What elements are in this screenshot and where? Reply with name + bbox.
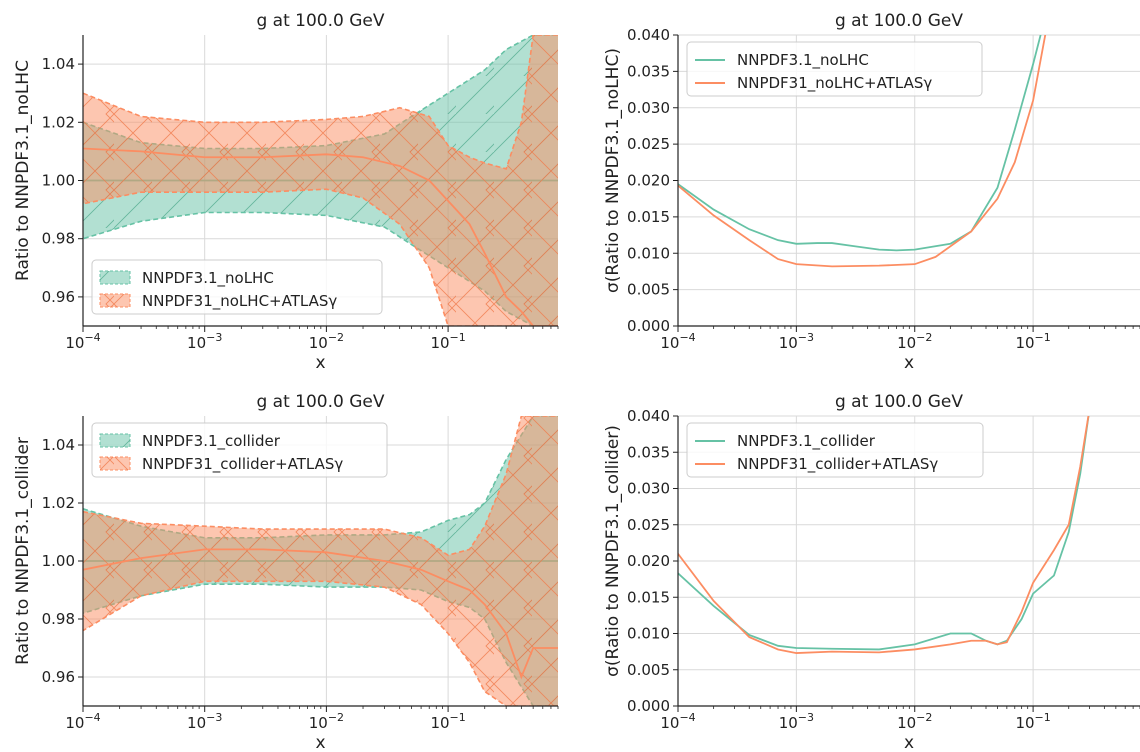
x-tick-label: 10−2: [897, 711, 932, 732]
y-axis-label: σ(Ratio to NNPDF3.1_collider): [603, 425, 623, 677]
series-line-orange: [678, 416, 1090, 654]
x-axis-label: x: [315, 353, 325, 373]
band-upper-orange: [83, 35, 558, 170]
panel-p1: 0.96 0.98 1.00 1.02 1.04 10−4 10−3 10−2 10−1 g at…: [13, 11, 559, 373]
x-tick-label: 10−1: [430, 711, 465, 732]
panel-p4: 0.000 0.005 0.010 0.015 0.020 0.025 0.030 0.035…: [603, 392, 1140, 752]
y-tick-label: 0.020: [627, 172, 670, 190]
chart-title: g at 100.0 GeV: [256, 392, 384, 412]
band-hatch-orange: [83, 416, 558, 706]
y-tick-label: 0.030: [627, 480, 670, 498]
y-tick-label: 1.04: [42, 55, 75, 73]
legend-label: NNPDF31_noLHC+ATLASγ: [142, 292, 337, 311]
series-line-green: [678, 416, 1090, 651]
x-tick-label: 10−4: [65, 711, 100, 732]
y-tick-label: 1.00: [42, 172, 75, 190]
chart-title: g at 100.0 GeV: [835, 11, 963, 31]
y-tick-label: 0.010: [627, 244, 670, 262]
y-tick-label: 0.035: [627, 443, 670, 461]
y-tick-label: 0.96: [42, 288, 75, 306]
y-tick-label: 0.98: [42, 230, 75, 248]
x-axis-label: x: [904, 353, 914, 373]
series-line-orange: [678, 35, 1047, 268]
x-tick-label: 10−1: [430, 331, 465, 352]
y-tick-label: 0.010: [627, 625, 670, 643]
y-tick-label: 0.040: [627, 26, 670, 44]
legend-frame: [91, 259, 383, 315]
y-tick-label: 0.035: [627, 62, 670, 80]
y-tick-label: 0.96: [42, 668, 75, 686]
legend-label: NNPDF31_noLHC+ATLASγ: [737, 74, 932, 93]
x-axis-label: x: [904, 733, 914, 752]
legend-swatch-hatch: [100, 294, 130, 307]
y-tick-label: 1.02: [42, 494, 75, 512]
y-tick-label: 0.005: [627, 661, 670, 679]
legend-label: NNPDF3.1_collider: [737, 432, 876, 451]
x-tick-label: 10−3: [187, 711, 222, 732]
y-tick-label: 0.000: [627, 697, 670, 715]
x-axis-label: x: [315, 733, 325, 752]
y-tick-label: 1.02: [42, 113, 75, 131]
plot-area: [678, 416, 1090, 654]
x-tick-label: 10−4: [660, 711, 695, 732]
plot-area: [83, 35, 558, 326]
x-tick-label: 10−4: [65, 331, 100, 352]
y-tick-label: 1.04: [42, 436, 75, 454]
x-tick-label: 10−2: [309, 331, 344, 352]
y-tick-label: 0.005: [627, 281, 670, 299]
band-lower-orange: [83, 188, 558, 326]
legend-swatch-hatch: [100, 457, 130, 470]
legend: NNPDF3.1_noLHC NNPDF31_noLHC+ATLASγ: [686, 41, 983, 97]
center-line-orange: [83, 548, 558, 680]
x-tick-label: 10−3: [779, 711, 814, 732]
x-tick-label: 10−1: [1015, 711, 1050, 732]
x-tick-label: 10−2: [309, 711, 344, 732]
legend-frame: [686, 41, 983, 97]
y-tick-label: 0.98: [42, 610, 75, 628]
legend-label: NNPDF31_collider+ATLASγ: [142, 455, 343, 474]
y-tick-label: 0.015: [627, 588, 670, 606]
legend-label: NNPDF3.1_noLHC: [737, 51, 869, 70]
legend: NNPDF3.1_noLHC NNPDF31_noLHC+ATLASγ: [91, 259, 383, 315]
panel-p2: 0.000 0.005 0.010 0.015 0.020 0.025 0.030 0.035…: [603, 11, 1140, 373]
center-line-orange: [83, 147, 558, 326]
series-line-green: [678, 35, 1042, 252]
x-tick-label: 10−3: [187, 331, 222, 352]
x-tick-label: 10−4: [660, 331, 695, 352]
y-tick-label: 1.00: [42, 552, 75, 570]
x-tick-label: 10−2: [897, 331, 932, 352]
legend-label: NNPDF3.1_collider: [142, 432, 281, 451]
legend-frame: [686, 422, 984, 478]
y-tick-label: 0.030: [627, 99, 670, 117]
band-upper-orange: [83, 416, 558, 557]
plot-area: [678, 35, 1047, 268]
chart-title: g at 100.0 GeV: [835, 392, 963, 412]
y-tick-label: 0.025: [627, 135, 670, 153]
legend-label: NNPDF3.1_noLHC: [142, 269, 274, 288]
legend-frame: [91, 422, 388, 478]
y-axis-label: Ratio to NNPDF3.1_collider: [13, 437, 33, 665]
y-axis-label: σ(Ratio to NNPDF3.1_noLHC): [603, 48, 623, 293]
y-tick-label: 0.025: [627, 516, 670, 534]
y-tick-label: 0.020: [627, 552, 670, 570]
plot-area: [83, 416, 558, 706]
y-tick-label: 0.015: [627, 208, 670, 226]
legend: NNPDF3.1_collider NNPDF31_collider+ATLASγ: [91, 422, 388, 478]
x-tick-label: 10−3: [779, 331, 814, 352]
x-tick-label: 10−1: [1015, 331, 1050, 352]
legend-swatch-hatch: [100, 434, 130, 447]
legend-label: NNPDF31_collider+ATLASγ: [737, 455, 938, 474]
panel-p3: 0.96 0.98 1.00 1.02 1.04 10−4 10−3 10−2 10−1 g at…: [13, 392, 559, 752]
y-tick-label: 0.040: [627, 407, 670, 425]
y-axis-label: Ratio to NNPDF3.1_noLHC: [13, 60, 33, 281]
y-tick-label: 0.000: [627, 317, 670, 335]
band-hatch-orange: [83, 35, 558, 326]
legend-swatch-hatch: [100, 271, 130, 284]
chart-title: g at 100.0 GeV: [256, 11, 384, 31]
legend: NNPDF3.1_collider NNPDF31_collider+ATLASγ: [686, 422, 984, 478]
